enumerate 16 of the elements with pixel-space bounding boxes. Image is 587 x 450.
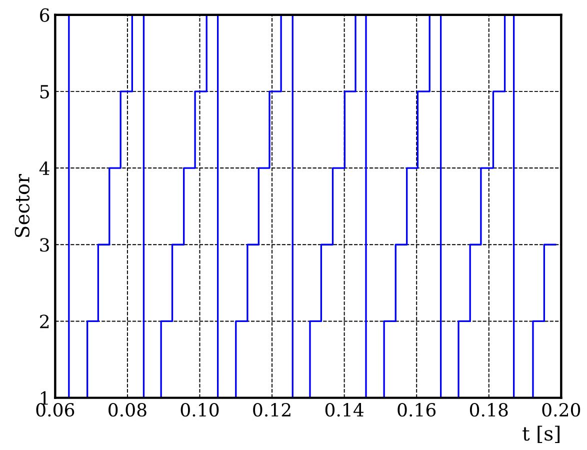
y-tick-label: 3: [40, 238, 49, 252]
x-tick-label: 0.14: [325, 402, 364, 417]
y-tick-label: 6: [40, 8, 50, 22]
y-tick-label: 2: [40, 314, 49, 328]
y-axis-title: Sector: [14, 174, 30, 237]
x-tick-label: 0.08: [108, 402, 146, 417]
y-tick-label: 1: [41, 391, 48, 405]
x-tick-label: 0.18: [470, 402, 508, 417]
x-tick-label: 0.16: [398, 402, 436, 417]
x-axis-title: t [s]: [522, 426, 560, 444]
y-tick-label: 5: [40, 85, 49, 99]
x-tick-label: 0.10: [180, 402, 219, 417]
y-tick-label: 4: [39, 161, 50, 175]
x-tick-label: 0.12: [253, 402, 290, 417]
x-tick-label: 0.20: [542, 402, 580, 417]
x-tick-label: 0.06: [36, 402, 74, 417]
